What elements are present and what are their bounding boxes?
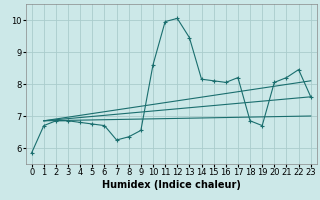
X-axis label: Humidex (Indice chaleur): Humidex (Indice chaleur)	[102, 180, 241, 190]
